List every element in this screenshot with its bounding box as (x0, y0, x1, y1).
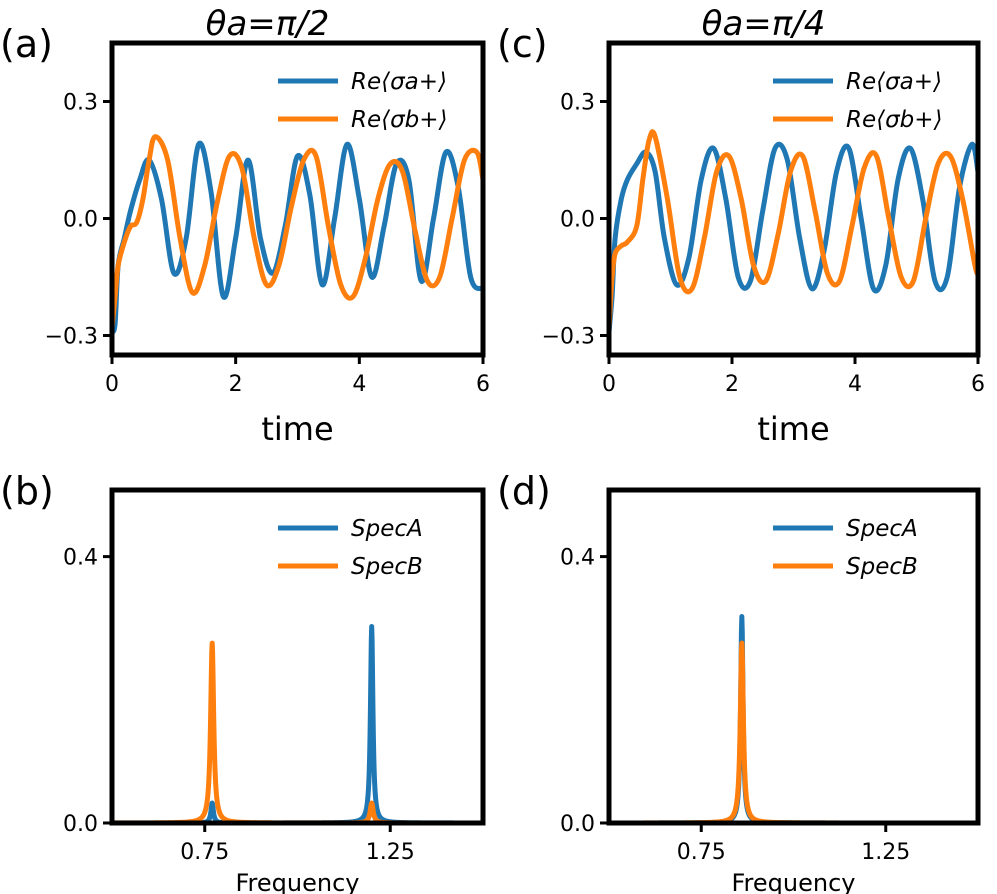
y-tick-label: 0.4 (63, 546, 98, 571)
series-line-b (609, 129, 978, 328)
x-tick-label: 6 (971, 372, 985, 397)
x-tick-label: 2 (725, 372, 739, 397)
series-group (112, 134, 483, 334)
y-tick-label: 0.4 (560, 546, 595, 571)
x-tick-label: 4 (848, 372, 862, 397)
x-tick-label: 2 (229, 372, 243, 397)
y-tick-label: 0.0 (560, 812, 595, 837)
x-tick-label: 1.25 (861, 840, 910, 865)
x-tick-label: 4 (352, 372, 366, 397)
series-line-a (609, 614, 978, 823)
legend-label: Re⟨σa+⟩ (846, 69, 942, 95)
legend-label: Re⟨σb+⟩ (846, 107, 943, 133)
series-line-a (112, 624, 483, 823)
y-tick-label: 0.0 (63, 208, 98, 233)
legend-label: Re⟨σa+⟩ (351, 69, 447, 95)
y-tick-label: −0.3 (542, 325, 595, 350)
x-tick-label: 1.25 (366, 840, 415, 865)
series-line-b (609, 640, 978, 823)
y-tick-label: −0.3 (45, 325, 98, 350)
x-tick-label: 0.75 (180, 840, 229, 865)
plot-frame (606, 40, 981, 358)
y-tick-label: 0.0 (560, 208, 595, 233)
panel-d: 0.75 1.25 0.0 0.4 Frequency (d) SpecA SpecB (497, 469, 981, 894)
panel-label: (b) (0, 469, 54, 513)
panel-label: (d) (497, 469, 551, 513)
panel-a: 0 2 4 6 −0.3 0.0 0.3 time (a) θa=π/2 Re⟨σa+⟩ Re⟨σb+… (0, 4, 490, 448)
y-tick-label: 0.3 (560, 91, 595, 116)
legend-label: Re⟨σb+⟩ (351, 107, 448, 133)
series-line-b (112, 134, 483, 328)
series-group (609, 129, 978, 332)
plot-frame (109, 40, 486, 358)
x-axis-label: Frequency (732, 869, 856, 894)
x-axis-label: time (261, 410, 333, 448)
plot-frame (109, 487, 486, 826)
legend-label: SpecA (846, 516, 918, 542)
legend-label: SpecB (846, 554, 918, 580)
panel-title: θa=π/4 (702, 4, 826, 44)
x-tick-label: 0.75 (677, 840, 726, 865)
plot-frame (606, 487, 981, 826)
x-tick-label: 0 (602, 372, 616, 397)
panel-label: (c) (497, 22, 548, 66)
panel-title: θa=π/2 (206, 4, 330, 44)
series-group (609, 614, 978, 823)
panel-label: (a) (0, 22, 53, 66)
legend-label: SpecB (351, 554, 423, 580)
x-axis-label: time (757, 410, 829, 448)
y-tick-label: 0.3 (63, 91, 98, 116)
x-tick-label: 0 (105, 372, 119, 397)
panel-c: 0 2 4 6 −0.3 0.0 0.3 time (c) θa=π/4 Re⟨σa+⟩ Re⟨σb+… (497, 4, 985, 448)
x-axis-label: Frequency (236, 869, 360, 894)
x-tick-label: 6 (476, 372, 490, 397)
legend-label: SpecA (351, 516, 423, 542)
y-tick-label: 0.0 (63, 812, 98, 837)
panel-b: 0.75 1.25 0.0 0.4 Frequency (b) SpecA SpecB (0, 469, 486, 894)
series-line-b (112, 640, 483, 823)
series-group (112, 624, 483, 823)
